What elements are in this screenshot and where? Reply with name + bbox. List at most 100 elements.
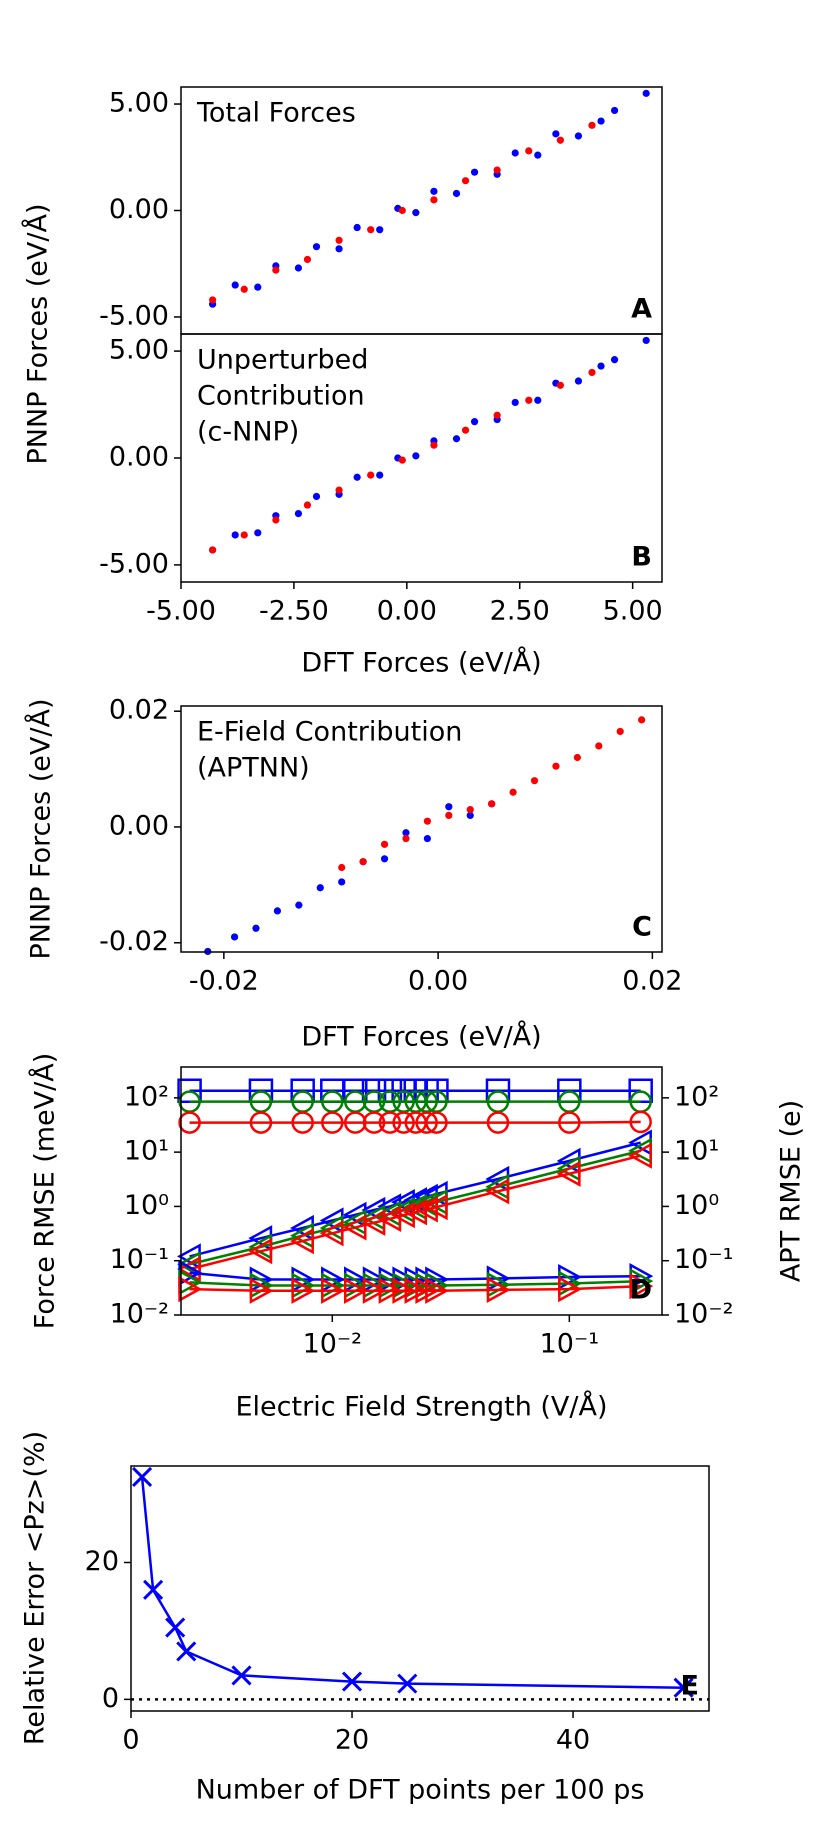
marker [248, 1238, 273, 1265]
scatter-point [240, 285, 248, 293]
y2-axis-label: APT RMSE (e) [776, 1100, 807, 1282]
y2-tick-label: 10² [674, 1081, 719, 1112]
marker [628, 1142, 652, 1169]
scatter-point [316, 884, 324, 892]
y2-tick-label: 10⁻² [674, 1299, 733, 1330]
scatter-point [493, 166, 501, 174]
scatter-point [303, 501, 312, 509]
marker [392, 1111, 415, 1134]
x-tick-label: 0.00 [377, 596, 437, 627]
y-tick-label: 10² [124, 1081, 169, 1112]
scatter-point [303, 255, 312, 264]
scatter-point [254, 283, 262, 291]
marker [397, 1673, 418, 1694]
scatter-point [231, 531, 239, 539]
annotation: Contribution [197, 381, 365, 412]
scatter-point [588, 368, 596, 377]
scatter-point [312, 492, 321, 501]
x-axis-label: Electric Field Strength (V/Å) [235, 1391, 607, 1423]
y2-tick-label: 10¹ [674, 1136, 719, 1167]
y-tick-label: 20 [85, 1546, 119, 1577]
panel-label: D [630, 1275, 652, 1306]
scatter-point [335, 486, 343, 494]
scatter-point [509, 788, 517, 796]
scatter-point [552, 130, 560, 138]
x-tick-label: 40 [556, 1725, 590, 1756]
marker [673, 1677, 694, 1698]
x-tick-label: 0.02 [622, 966, 682, 997]
y-tick-label: 10⁻² [110, 1299, 169, 1330]
scatter-point [398, 456, 406, 464]
axes-frame [130, 1465, 710, 1712]
scatter-point [466, 806, 474, 814]
scatter-point [430, 187, 438, 195]
x-tick-label: -2.50 [259, 596, 329, 627]
scatter-point [470, 168, 479, 176]
marker [556, 1160, 581, 1187]
marker [342, 1214, 367, 1241]
scatter-point [597, 117, 605, 125]
scatter-point [488, 800, 496, 808]
marker [291, 1111, 314, 1134]
scatter-point [511, 398, 519, 407]
x-tick-label: 0.00 [408, 966, 468, 997]
scatter-point [338, 863, 346, 872]
scatter-point [466, 811, 474, 819]
y-tick-label: 0.00 [109, 194, 169, 225]
marker [290, 1227, 314, 1255]
marker [361, 1209, 386, 1236]
scatter-point [209, 546, 217, 554]
scatter-point [530, 777, 539, 785]
scatter-point [338, 878, 346, 886]
scatter-point [335, 236, 343, 244]
marker [165, 1617, 186, 1638]
scatter-point [353, 223, 361, 232]
x-tick-label: 10⁻² [303, 1329, 362, 1360]
panel: -0.02 0.00 0.02 -0.02 0.00 0.02 E-Field Contri… [25, 695, 683, 1053]
x-tick-label: 2.50 [490, 596, 550, 627]
scatter-point [556, 381, 564, 389]
marker [485, 1178, 510, 1205]
marker [425, 1111, 448, 1134]
scatter-point [359, 858, 367, 866]
scatter-point [642, 89, 650, 97]
scatter-point [525, 147, 533, 155]
x-axis-label: Number of DFT points per 100 ps [196, 1775, 645, 1806]
scatter-point [423, 817, 431, 825]
scatter-point [493, 411, 501, 419]
x-tick-label: 0 [122, 1725, 139, 1756]
marker [392, 1277, 417, 1304]
marker [425, 1277, 450, 1304]
scatter-point [398, 206, 406, 215]
scatter-point [556, 136, 564, 144]
panel: -5.00 0.00 5.00 Total Forces A PNNP Forces (e… [22, 86, 663, 465]
series-line [189, 1120, 641, 1124]
y2-tick-label: 10⁻¹ [674, 1244, 733, 1275]
scatter-point [295, 901, 303, 909]
y-tick-label: -0.02 [99, 926, 169, 957]
scatter-point [511, 149, 519, 157]
marker [378, 1277, 403, 1304]
axes-frame [180, 1066, 663, 1316]
marker [176, 1256, 201, 1283]
annotation: E-Field Contribution [197, 717, 462, 748]
annotation: Total Forces [196, 98, 356, 129]
marker [423, 1194, 448, 1221]
y-axis-label: PNNP Forces (eV/Å) [22, 204, 54, 465]
marker [629, 1273, 654, 1300]
scatter-point [574, 132, 583, 140]
marker [319, 1220, 344, 1247]
scatter-point [231, 281, 239, 289]
scatter-point [610, 356, 619, 364]
scatter-point [610, 106, 619, 115]
marker [341, 1671, 363, 1692]
scatter-point [461, 177, 470, 185]
marker [143, 1579, 164, 1600]
y-tick-label: 0 [102, 1683, 119, 1714]
scatter-point [376, 226, 384, 234]
scatter-point [412, 452, 420, 460]
scatter-point [470, 418, 479, 426]
scatter-point [312, 243, 321, 251]
panel: -5.00 0.00 5.00 -5.00 -2.50 0.00 2.50 5.00 Unper… [99, 333, 663, 679]
y-tick-label: 0.00 [109, 810, 169, 841]
